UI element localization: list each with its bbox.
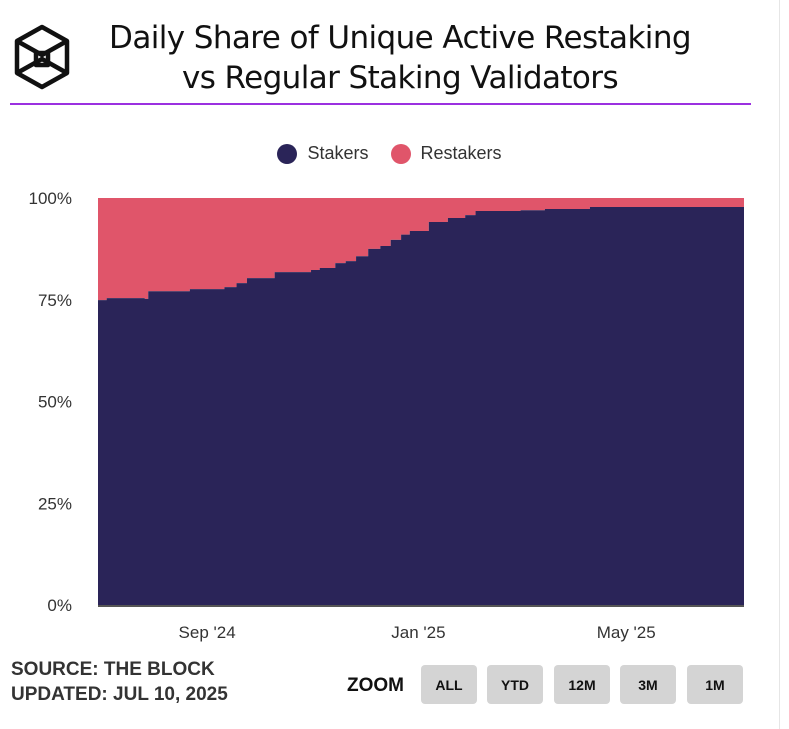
y-tick-label: 100% — [29, 189, 72, 208]
x-tick-label: Jan '25 — [391, 623, 445, 642]
source-note: SOURCE: THE BLOCK UPDATED: JUL 10, 2025 — [11, 657, 228, 707]
zoom-1m-button[interactable]: 1M — [687, 665, 743, 704]
zoom-3m-button[interactable]: 3M — [620, 665, 676, 704]
legend-label-restakers: Restakers — [420, 143, 502, 163]
stakers-area — [98, 206, 744, 606]
updated-text: UPDATED: JUL 10, 2025 — [11, 684, 228, 705]
title-line-1: Daily Share of Unique Active Restaking — [109, 20, 692, 56]
title-divider — [10, 103, 751, 105]
y-tick-label: 50% — [38, 393, 72, 412]
source-text: SOURCE: THE BLOCK — [11, 659, 215, 680]
x-tick-label: May '25 — [597, 623, 656, 642]
legend-marker-restakers — [390, 143, 411, 164]
y-tick-label: 25% — [38, 494, 72, 513]
chart-title: Daily Share of Unique Active Restaking v… — [80, 18, 720, 98]
stacked-area-chart: 0% 25% 50% 75% 100% Sep '24 Jan '25 May '25 — [29, 189, 744, 642]
legend-item-restakers[interactable]: Restakers — [390, 143, 502, 164]
legend-item-stakers[interactable]: Stakers — [277, 143, 369, 164]
legend-label-stakers: Stakers — [307, 143, 369, 163]
y-tick-label: 0% — [47, 596, 72, 615]
the-block-logo-icon — [14, 24, 70, 90]
title-line-2: vs Regular Staking Validators — [182, 60, 619, 96]
restakers-area — [98, 198, 744, 301]
legend: Stakers Restakers — [0, 143, 779, 164]
x-tick-label: Sep '24 — [179, 623, 236, 642]
zoom-12m-button[interactable]: 12M — [554, 665, 610, 704]
y-tick-label: 75% — [38, 291, 72, 310]
zoom-all-button[interactable]: ALL — [421, 665, 477, 704]
zoom-label: ZOOM — [347, 675, 404, 696]
legend-marker-stakers — [277, 143, 298, 164]
zoom-ytd-button[interactable]: YTD — [487, 665, 543, 704]
frame-border — [779, 0, 780, 729]
